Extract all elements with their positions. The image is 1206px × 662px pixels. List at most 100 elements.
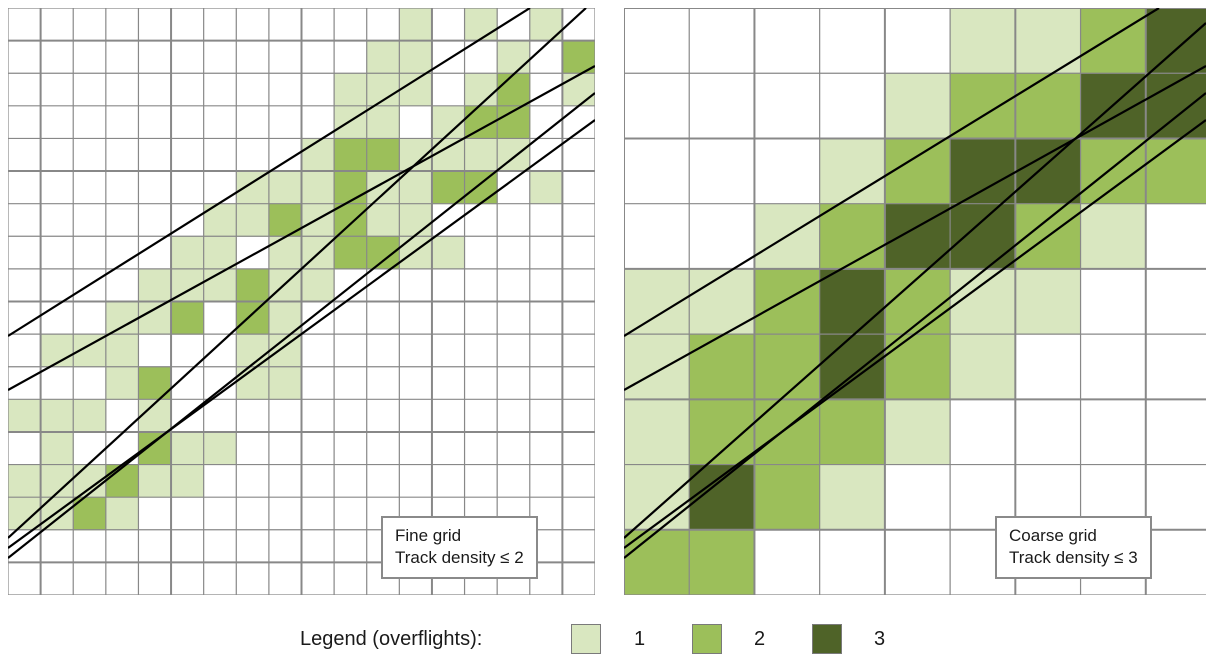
fine-cell-density-1 xyxy=(8,399,42,433)
coarse-track-line xyxy=(624,119,1206,549)
coarse-cell-density-1 xyxy=(1080,203,1147,270)
fine-cell-density-1 xyxy=(268,334,302,368)
coarse-track-line xyxy=(624,92,1206,559)
coarse-cell-density-2 xyxy=(884,138,951,205)
coarse-cell-density-2 xyxy=(754,464,821,531)
fine-cell-density-1 xyxy=(8,497,42,531)
fine-cell-density-1 xyxy=(562,73,595,107)
coarse-cell-density-2 xyxy=(819,203,886,270)
fine-track-line xyxy=(8,92,595,559)
fine-grid-density: Track density ≤ 2 xyxy=(395,548,524,567)
fine-cell-density-1 xyxy=(334,105,368,139)
coarse-cell-density-3 xyxy=(950,138,1016,205)
fine-cell-density-1 xyxy=(301,268,335,302)
coarse-cell-density-1 xyxy=(950,8,1016,74)
fine-cell-density-1 xyxy=(138,464,172,498)
fine-cell-density-1 xyxy=(464,138,498,172)
fine-cell-density-1 xyxy=(236,203,270,237)
coarse-cell-density-1 xyxy=(624,334,690,400)
fine-grid-diagram xyxy=(8,8,595,595)
coarse-cell-density-1 xyxy=(1015,8,1082,74)
fine-cell-density-1 xyxy=(236,366,270,400)
coarse-cell-density-1 xyxy=(689,268,755,335)
fine-cell-density-1 xyxy=(138,399,172,433)
coarse-track-line xyxy=(624,65,1206,391)
legend-label-1: 1 xyxy=(634,628,646,650)
fine-cell-density-1 xyxy=(334,73,368,107)
coarse-cell-density-2 xyxy=(1145,138,1206,205)
fine-grid-label: Fine grid Track density ≤ 2 xyxy=(381,516,538,579)
fine-cell-density-1 xyxy=(464,73,498,107)
coarse-cell-density-1 xyxy=(884,399,951,466)
fine-cell-density-1 xyxy=(366,203,400,237)
fine-cell-density-2 xyxy=(497,73,531,107)
coarse-grid-panel xyxy=(624,8,1206,595)
coarse-cell-density-3 xyxy=(950,203,1016,270)
coarse-cell-density-2 xyxy=(1015,73,1082,139)
coarse-grid-lines xyxy=(624,8,1206,595)
coarse-cell-density-2 xyxy=(689,334,755,400)
fine-cell-density-1 xyxy=(268,366,302,400)
fine-cell-density-1 xyxy=(399,138,433,172)
fine-cell-density-1 xyxy=(203,268,237,302)
coarse-density-cells xyxy=(624,8,1206,595)
coarse-grid-diagram xyxy=(624,8,1206,595)
fine-cell-density-1 xyxy=(236,171,270,205)
fine-cell-density-2 xyxy=(236,268,270,302)
coarse-cell-density-1 xyxy=(884,73,951,139)
coarse-cell-density-2 xyxy=(754,334,821,400)
fine-cell-density-1 xyxy=(399,171,433,205)
legend-title: Legend (overflights): xyxy=(300,628,483,650)
fine-cell-density-1 xyxy=(301,138,335,172)
fine-cell-density-1 xyxy=(171,464,205,498)
fine-cell-density-1 xyxy=(301,171,335,205)
coarse-cell-density-1 xyxy=(624,399,690,466)
fine-cell-density-1 xyxy=(366,40,400,74)
fine-cell-density-1 xyxy=(399,73,433,107)
fine-cell-density-1 xyxy=(105,301,139,335)
fine-cell-density-2 xyxy=(334,203,368,237)
coarse-cell-density-2 xyxy=(819,399,886,466)
legend-swatch-3 xyxy=(812,624,842,654)
fine-cell-density-2 xyxy=(236,301,270,335)
fine-cell-density-2 xyxy=(105,464,139,498)
coarse-tracks xyxy=(624,8,1206,559)
fine-density-cells xyxy=(8,8,595,531)
fine-cell-density-1 xyxy=(73,399,107,433)
legend-swatch-1 xyxy=(571,624,601,654)
coarse-cell-density-3 xyxy=(1145,8,1206,74)
fine-cell-density-2 xyxy=(334,236,368,270)
fine-cell-density-1 xyxy=(431,236,466,270)
fine-cell-density-1 xyxy=(105,334,139,368)
coarse-cell-density-2 xyxy=(754,268,821,335)
fine-cell-density-1 xyxy=(301,203,335,237)
coarse-grid-density: Track density ≤ 3 xyxy=(1009,548,1138,567)
fine-cell-density-1 xyxy=(40,431,74,466)
fine-track-line xyxy=(8,65,595,391)
fine-cell-density-1 xyxy=(171,236,205,270)
fine-cell-density-1 xyxy=(8,464,42,498)
coarse-cell-density-1 xyxy=(950,334,1016,400)
fine-cell-density-2 xyxy=(268,203,302,237)
fine-cell-density-2 xyxy=(431,171,466,205)
coarse-cell-density-1 xyxy=(819,464,886,531)
coarse-grid-label: Coarse grid Track density ≤ 3 xyxy=(995,516,1152,579)
fine-cell-density-1 xyxy=(529,171,563,205)
fine-track-line xyxy=(8,8,531,337)
fine-track-line xyxy=(8,8,587,539)
fine-cell-density-1 xyxy=(203,236,237,270)
fine-cell-density-2 xyxy=(334,171,368,205)
coarse-cell-density-2 xyxy=(1080,8,1147,74)
coarse-grid-title: Coarse grid xyxy=(1009,526,1097,545)
legend-swatch-2 xyxy=(692,624,722,654)
legend-label-2: 2 xyxy=(754,628,766,650)
coarse-cell-density-1 xyxy=(624,464,690,531)
fine-cell-density-1 xyxy=(529,8,563,42)
fine-cell-density-2 xyxy=(334,138,368,172)
fine-cell-density-2 xyxy=(464,171,498,205)
fine-cell-density-1 xyxy=(138,301,172,335)
fine-cell-density-1 xyxy=(399,40,433,74)
fine-cell-density-1 xyxy=(268,171,302,205)
coarse-cell-density-3 xyxy=(819,334,886,400)
fine-cell-density-1 xyxy=(105,497,139,531)
